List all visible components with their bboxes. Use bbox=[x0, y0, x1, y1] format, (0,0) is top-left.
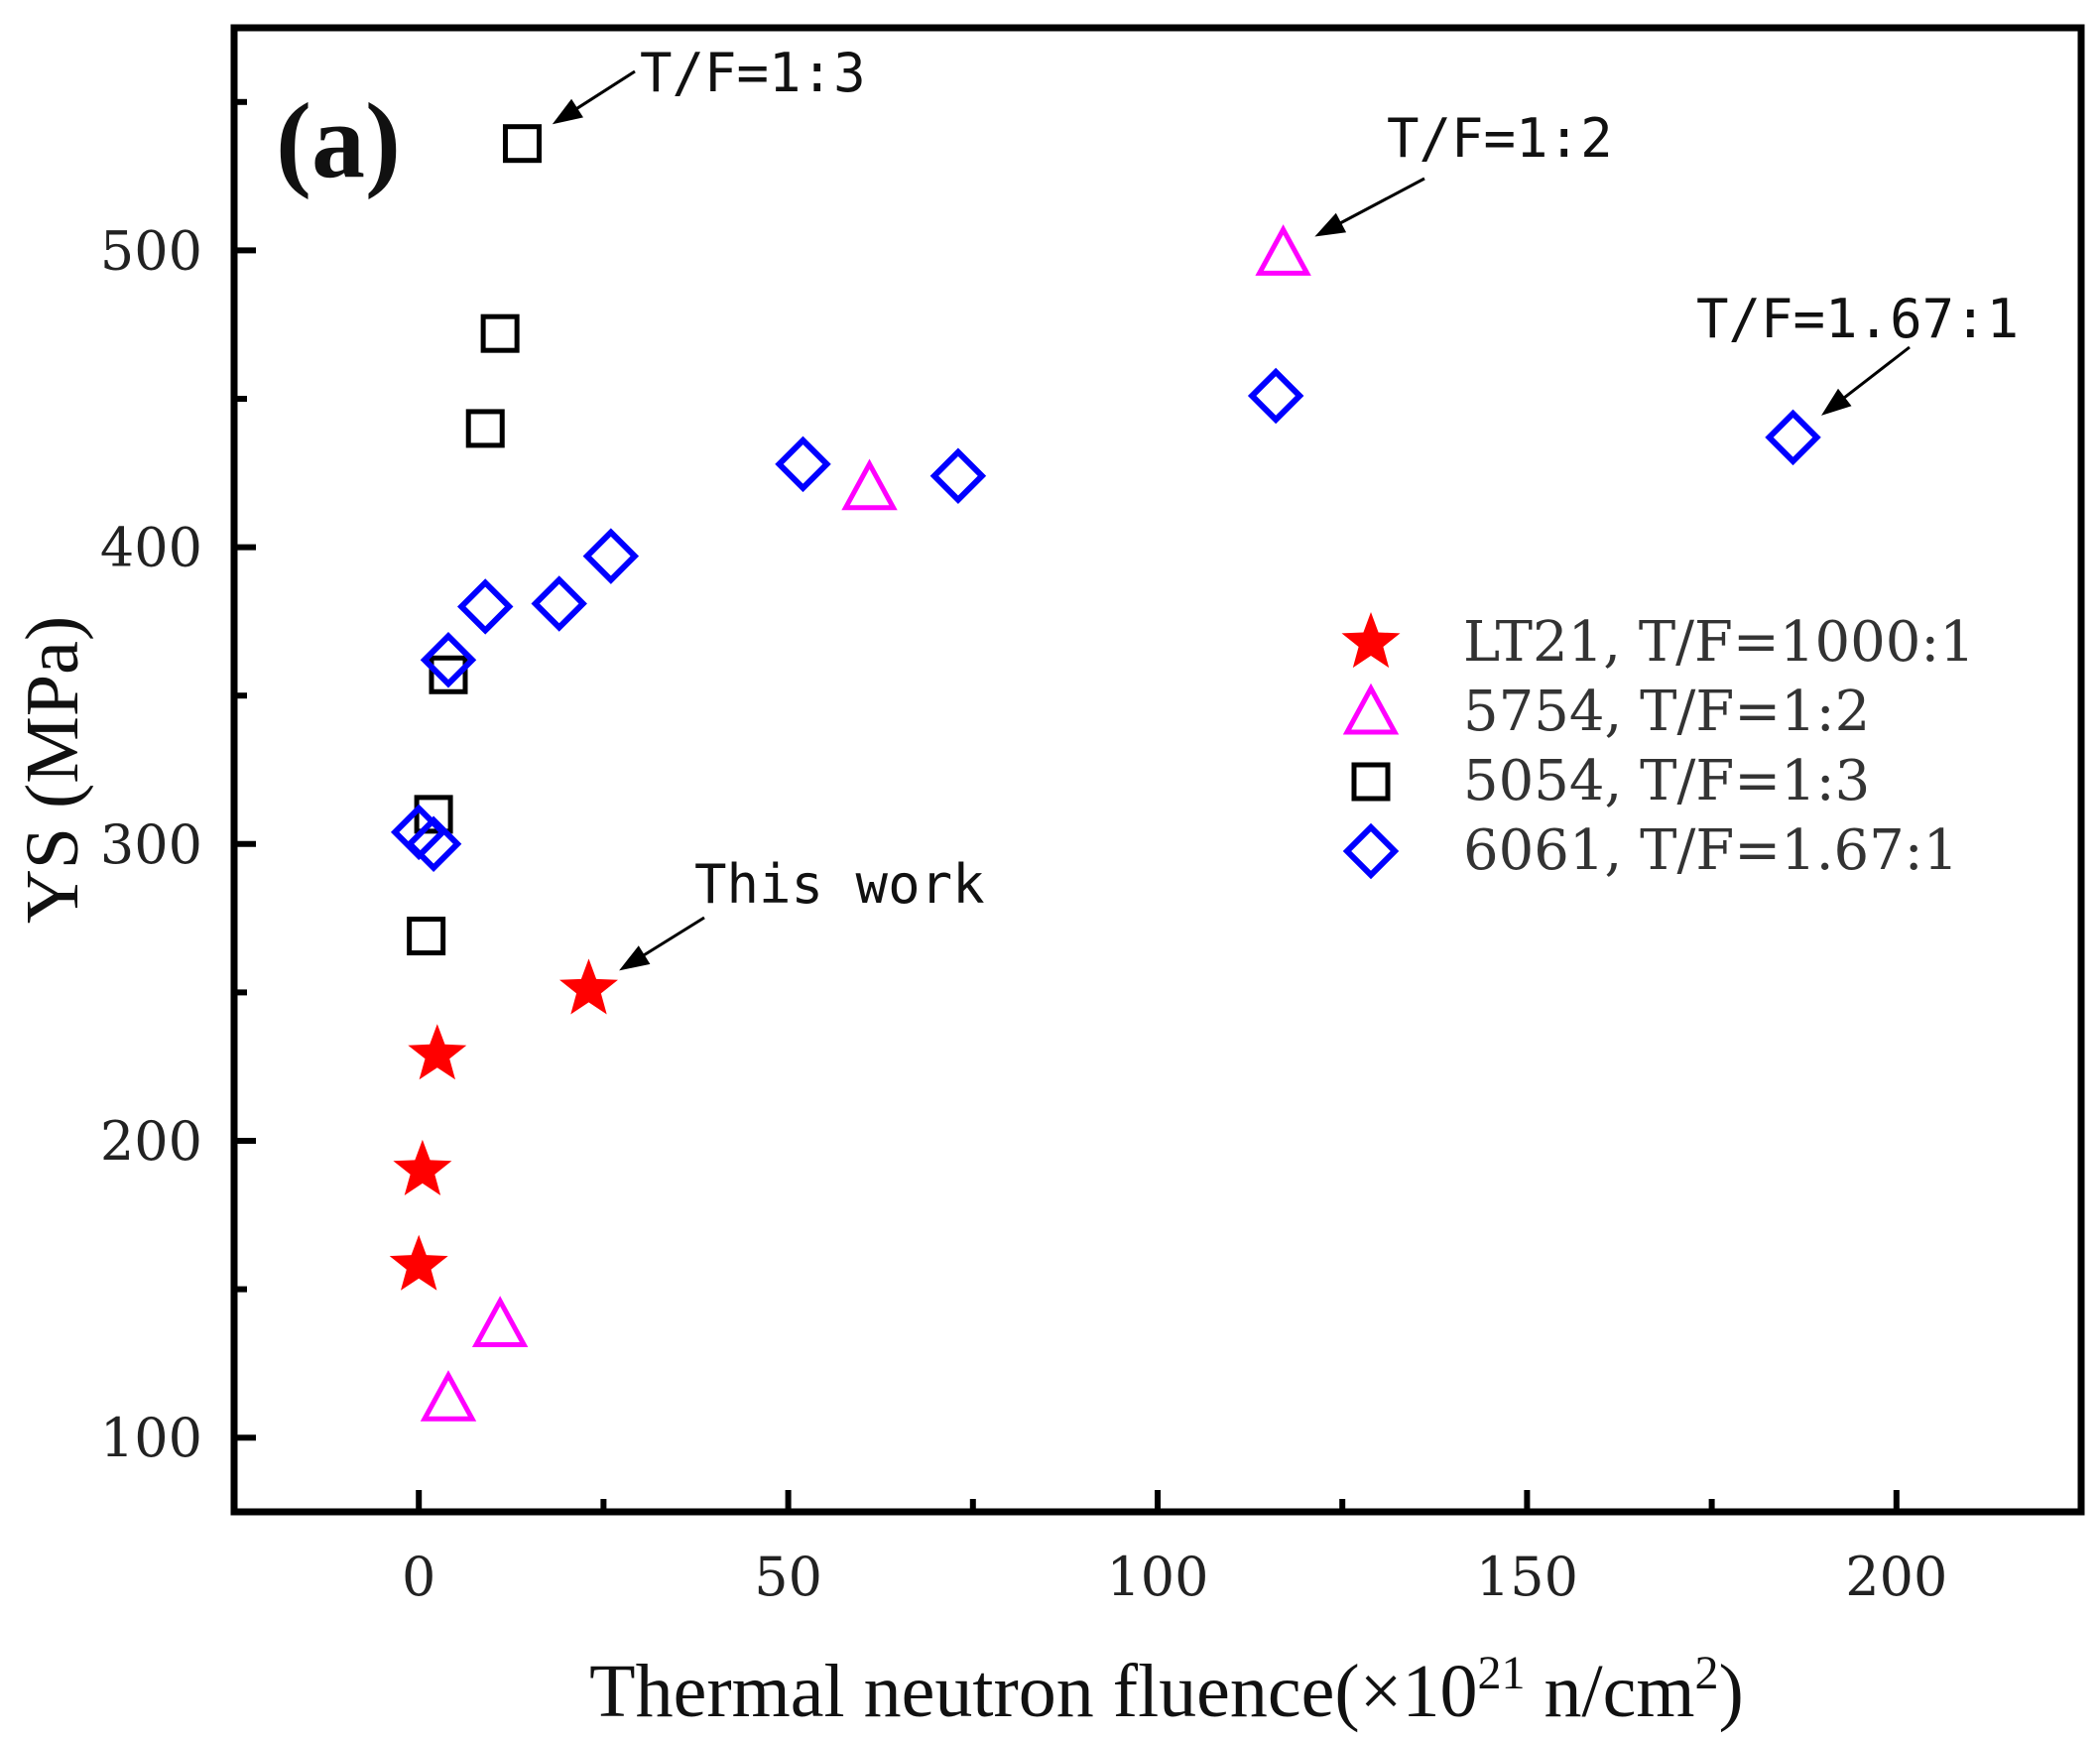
legend-symbol-6061 bbox=[1342, 822, 1400, 880]
arrow-line-1 bbox=[1329, 177, 1425, 230]
point-lt21-3 bbox=[559, 958, 618, 1015]
point-lt21-1 bbox=[393, 1139, 452, 1195]
legend-symbol-5754 bbox=[1342, 683, 1400, 735]
y-tick-label-0: 100 bbox=[100, 1407, 202, 1469]
point-5054-0 bbox=[407, 917, 446, 956]
arrow-head-3 bbox=[619, 945, 651, 971]
point-6061-7 bbox=[929, 447, 987, 505]
y-tick-label-2: 300 bbox=[100, 813, 202, 876]
x-tick-label-3: 150 bbox=[1476, 1546, 1578, 1608]
point-6061-1 bbox=[405, 815, 462, 873]
point-6061-4 bbox=[531, 575, 587, 632]
axis-ticks bbox=[234, 98, 1900, 1512]
legend-label-6061: 6061, T/F=1.67:1 bbox=[1463, 818, 1958, 883]
point-6061-8 bbox=[1247, 367, 1304, 425]
legend-symbol-lt21 bbox=[1341, 612, 1401, 669]
annotation-arrows bbox=[552, 69, 1911, 971]
arrow-head-2 bbox=[1821, 388, 1852, 416]
legend-label-lt21: LT21, T/F=1000:1 bbox=[1463, 610, 1975, 675]
point-5054-5 bbox=[502, 124, 542, 164]
arrow-line-3 bbox=[633, 916, 705, 963]
annotation-tf-1-3: T/F=1:3 bbox=[640, 42, 866, 104]
arrow-head-0 bbox=[552, 98, 583, 125]
legend: LT21, T/F=1000:1 5754, T/F=1:2 5054, T/F… bbox=[1341, 610, 1975, 883]
point-5054-2 bbox=[429, 655, 468, 694]
point-5754-0 bbox=[420, 1370, 477, 1422]
point-lt21-0 bbox=[389, 1234, 448, 1291]
x-axis-title: Thermal neutron fluence(×1021 n/cm2) bbox=[589, 1647, 1744, 1733]
x-tick-label-2: 100 bbox=[1106, 1546, 1208, 1608]
point-5754-3 bbox=[1255, 224, 1311, 276]
point-6061-2 bbox=[420, 632, 477, 688]
point-5054-3 bbox=[465, 409, 505, 448]
y-tick-label-4: 500 bbox=[100, 219, 202, 282]
arrow-line-2 bbox=[1834, 345, 1911, 407]
point-lt21-2 bbox=[408, 1024, 467, 1080]
legend-label-5754: 5754, T/F=1:2 bbox=[1463, 680, 1870, 744]
point-6061-6 bbox=[775, 435, 831, 493]
point-5754-2 bbox=[841, 458, 898, 511]
panel-label: (a) bbox=[276, 82, 401, 200]
point-5054-4 bbox=[480, 313, 520, 353]
y-tick-label-3: 400 bbox=[100, 517, 202, 579]
y-axis-title: YS (MPa) bbox=[11, 616, 94, 924]
point-6061-9 bbox=[1765, 409, 1821, 466]
point-5754-1 bbox=[471, 1296, 529, 1348]
arrow-line-0 bbox=[566, 69, 636, 116]
legend-symbol-5054 bbox=[1351, 762, 1391, 802]
x-tick-label-4: 200 bbox=[1845, 1546, 1947, 1608]
data-points bbox=[389, 124, 1821, 1422]
axis-tick-labels: 0 50 100 150 200 100 200 300 400 500 bbox=[100, 219, 1947, 1608]
legend-label-5054: 5054, T/F=1:3 bbox=[1463, 749, 1870, 813]
arrow-head-1 bbox=[1314, 212, 1347, 237]
annotation-tf-1-2: T/F=1:2 bbox=[1387, 107, 1613, 170]
point-6061-5 bbox=[582, 528, 640, 584]
annotation-this-work: This work bbox=[694, 853, 985, 916]
point-6061-3 bbox=[456, 578, 514, 635]
x-tick-label-1: 50 bbox=[754, 1546, 822, 1608]
x-tick-label-0: 0 bbox=[402, 1546, 435, 1608]
annotation-tf-1-67-1: T/F=1.67:1 bbox=[1696, 288, 2019, 350]
legend-symbols bbox=[1341, 612, 1401, 880]
y-tick-label-1: 200 bbox=[100, 1110, 202, 1173]
